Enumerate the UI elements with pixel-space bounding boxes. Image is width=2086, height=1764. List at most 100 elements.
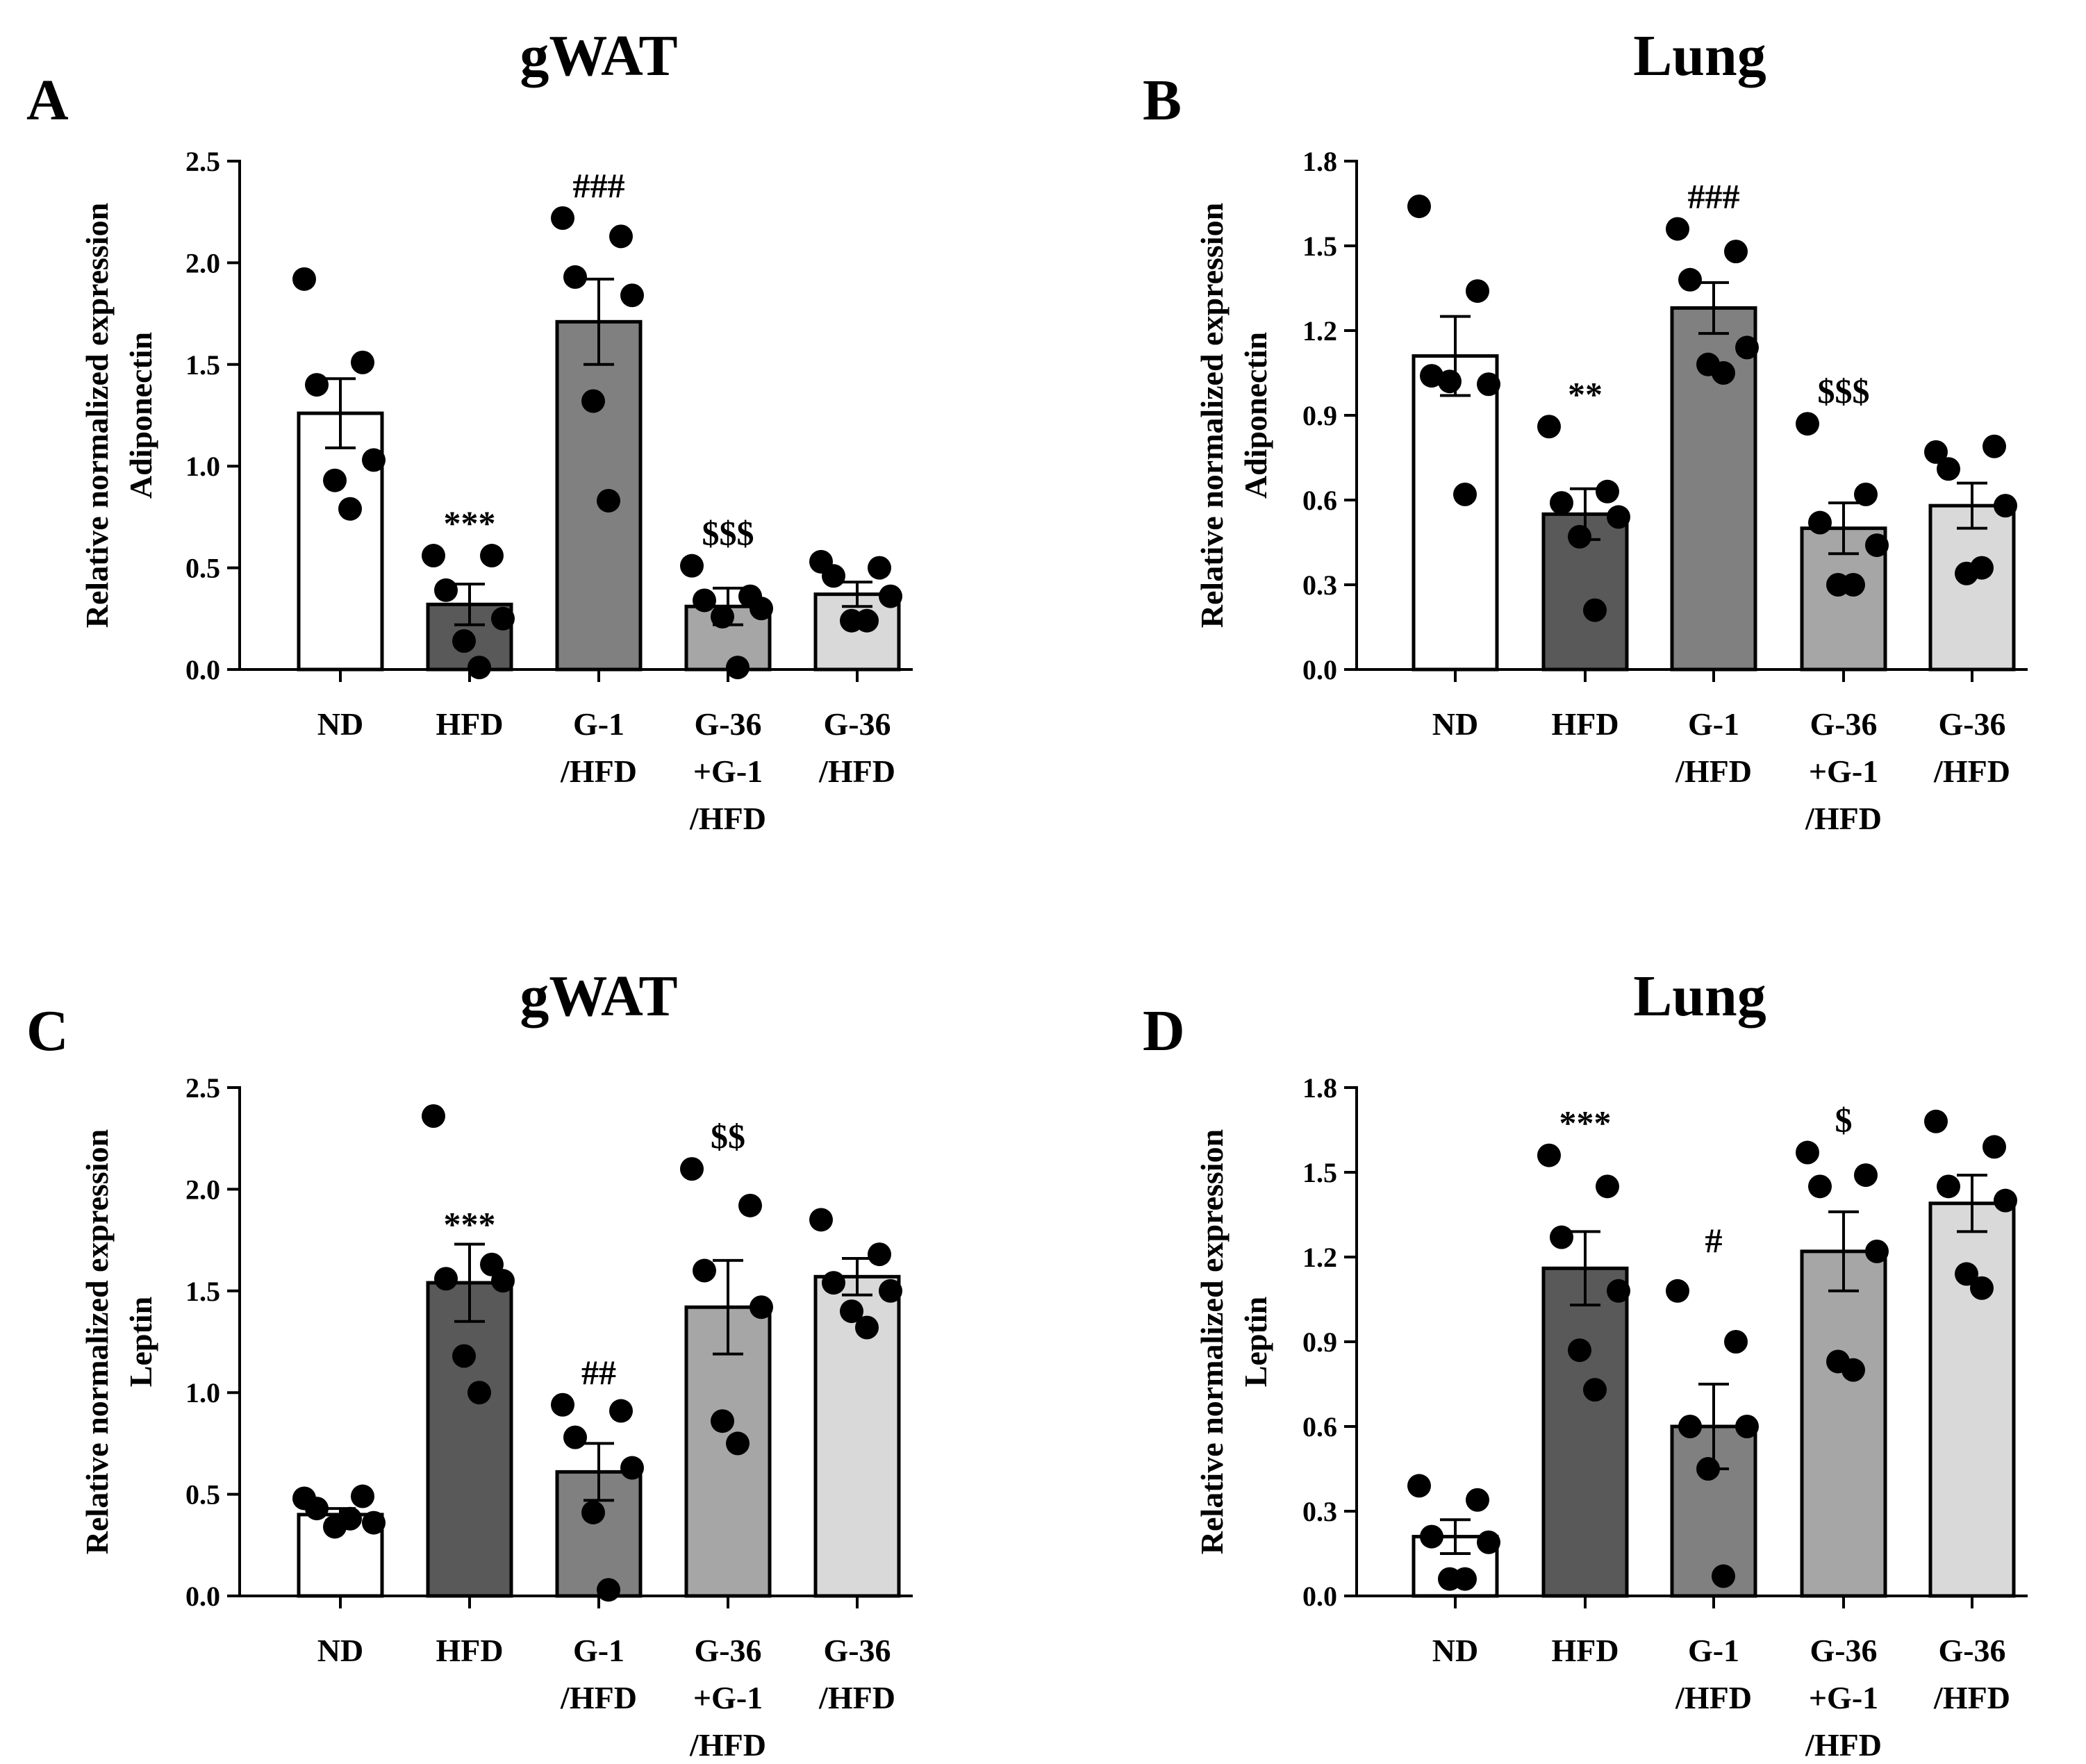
panel-b-data-point bbox=[1550, 491, 1573, 515]
panel-c-data-point bbox=[855, 1315, 879, 1340]
panel-b-data-point bbox=[1407, 194, 1431, 219]
panel-a-data-point bbox=[680, 554, 704, 578]
panel-c-data-point bbox=[879, 1279, 902, 1303]
panel-b-bar bbox=[1928, 504, 2016, 672]
panel-b-data-point bbox=[1568, 524, 1591, 549]
panel-d-ytick-label: 1.2 bbox=[1302, 1242, 1337, 1273]
panel-b-category-label: /HFD bbox=[1805, 801, 1882, 836]
panel-d-ytick-label: 0.0 bbox=[1302, 1581, 1337, 1612]
panel-b-category-label: G-1 bbox=[1688, 706, 1739, 742]
panel-d-data-point bbox=[1854, 1163, 1878, 1188]
panel-a-data-point bbox=[292, 267, 316, 291]
panel-b-data-point bbox=[1596, 479, 1619, 504]
panel-b-category-label: ND bbox=[1432, 706, 1478, 742]
panel-c-category-label: G-36 bbox=[694, 1633, 761, 1668]
panel-d-data-point bbox=[1955, 1262, 1978, 1286]
panel-d-significance: $ bbox=[1835, 1101, 1853, 1140]
panel-a-data-point bbox=[362, 448, 386, 472]
panel-d-ytick-label: 1.8 bbox=[1302, 1072, 1337, 1104]
panel-b-significance: ### bbox=[1688, 177, 1740, 216]
panel-a-ytick-label: 2.5 bbox=[185, 146, 220, 177]
panel-a-data-point bbox=[305, 373, 329, 397]
panel-b-ytick-label: 1.8 bbox=[1302, 146, 1337, 177]
panel-b-ytick-label: 0.3 bbox=[1302, 569, 1337, 601]
panel-c-data-point bbox=[750, 1295, 773, 1320]
panel-c-data-point bbox=[840, 1299, 863, 1324]
panel-d-data-point bbox=[1477, 1530, 1500, 1554]
panel-b-bar bbox=[1541, 512, 1629, 672]
panel-b-letter: B bbox=[1143, 68, 1182, 133]
panel-a-data-point bbox=[338, 497, 362, 521]
panel-a-data-point bbox=[551, 206, 574, 230]
panel-c-ytick-label: 1.0 bbox=[185, 1377, 220, 1408]
panel-b-category-label: /HFD bbox=[1933, 754, 2010, 789]
panel-c-category-label: /HFD bbox=[560, 1680, 637, 1715]
panel-a-category-label: /HFD bbox=[560, 754, 637, 789]
panel-d-ytick-label: 0.3 bbox=[1302, 1496, 1337, 1527]
panel-a-ytick-label: 1.0 bbox=[185, 451, 220, 482]
panel-b-category-label: /HFD bbox=[1675, 754, 1752, 789]
panel-a-data-point bbox=[750, 597, 773, 621]
panel-d-data-point bbox=[1678, 1415, 1702, 1438]
panel-c-data-point bbox=[693, 1258, 716, 1283]
panel-c-category-label: G-1 bbox=[573, 1633, 624, 1668]
panel-d-ylabel-line1: Relative normalized expression bbox=[1194, 1129, 1230, 1554]
panel-b-category-label: G-36 bbox=[1810, 706, 1877, 742]
panel-d-bar bbox=[1541, 1266, 1629, 1598]
panel-b-ylabel-line2: Adiponectin bbox=[1238, 332, 1273, 499]
panel-a-category-label: /HFD bbox=[818, 754, 895, 789]
panel-c-significance: *** bbox=[444, 1204, 496, 1243]
panel-a-ytick-label: 0.5 bbox=[185, 553, 220, 584]
panel-a-data-point bbox=[711, 604, 734, 629]
panel-a-significance: ### bbox=[573, 166, 625, 205]
panel-a-significance: *** bbox=[444, 504, 496, 542]
panel-b-ytick-label: 0.6 bbox=[1302, 485, 1337, 516]
panel-a-data-point bbox=[879, 584, 902, 608]
panel-b-bar bbox=[1412, 354, 1499, 672]
panel-a-data-point bbox=[422, 544, 445, 568]
panel-b-data-point bbox=[1666, 217, 1689, 241]
panel-a-data-point bbox=[855, 608, 879, 633]
panel-d-data-point bbox=[1568, 1338, 1591, 1363]
panel-b-data-point bbox=[1735, 335, 1759, 360]
panel-a-data-point bbox=[597, 488, 620, 513]
panel-c-category-label: G-36 bbox=[823, 1633, 891, 1668]
panel-d-data-point bbox=[1466, 1488, 1489, 1512]
panel-c-ytick-label: 2.5 bbox=[185, 1072, 220, 1104]
panel-c-data-point bbox=[711, 1409, 734, 1433]
panel-d-data-point bbox=[1735, 1415, 1759, 1438]
panel-d-category-label: G-1 bbox=[1688, 1633, 1739, 1668]
panel-a-significance: $$$ bbox=[702, 514, 754, 553]
panel-a-data-point bbox=[480, 544, 504, 568]
panel-a-data-point bbox=[452, 629, 476, 654]
panel-a-data-point bbox=[434, 578, 458, 602]
panel-b-ytick-label: 1.5 bbox=[1302, 231, 1337, 262]
panel-d-category-label: /HFD bbox=[1805, 1727, 1882, 1763]
panel-a-data-point bbox=[491, 606, 515, 631]
panel-b-ylabel-line1: Relative normalized expression bbox=[1194, 203, 1230, 628]
panel-d-significance: # bbox=[1705, 1221, 1723, 1260]
panel-a-data-point bbox=[726, 656, 750, 680]
panel-b-data-point bbox=[1607, 505, 1630, 529]
panel-c-data-point bbox=[551, 1392, 574, 1417]
panel-c-letter: C bbox=[26, 999, 69, 1063]
panel-b-category-label: G-36 bbox=[1938, 706, 2005, 742]
panel-c-data-point bbox=[351, 1484, 374, 1508]
panel-c-category-label: /HFD bbox=[818, 1680, 895, 1715]
panel-c-data-point bbox=[822, 1271, 845, 1295]
panel-c-data-point bbox=[422, 1104, 445, 1128]
panel-c-title: gWAT bbox=[520, 964, 677, 1029]
panel-d-data-point bbox=[1724, 1330, 1748, 1354]
panel-c-data-point bbox=[620, 1456, 644, 1480]
panel-d-data-point bbox=[1808, 1174, 1832, 1199]
panel-d-data-point bbox=[1696, 1457, 1720, 1481]
panel-d-data-point bbox=[1666, 1279, 1689, 1303]
panel-b-data-point bbox=[1466, 279, 1489, 303]
panel-c-data-point bbox=[609, 1399, 633, 1423]
panel-b-data-point bbox=[1724, 240, 1748, 264]
panel-c-chart: gWAT C Relative normalized expression Lepti… bbox=[26, 964, 913, 1763]
panel-c-ytick-label: 2.0 bbox=[185, 1174, 220, 1205]
panel-d-data-point bbox=[1453, 1567, 1477, 1591]
panel-a-title: gWAT bbox=[520, 24, 677, 88]
panel-b-significance: $$$ bbox=[1818, 372, 1870, 410]
